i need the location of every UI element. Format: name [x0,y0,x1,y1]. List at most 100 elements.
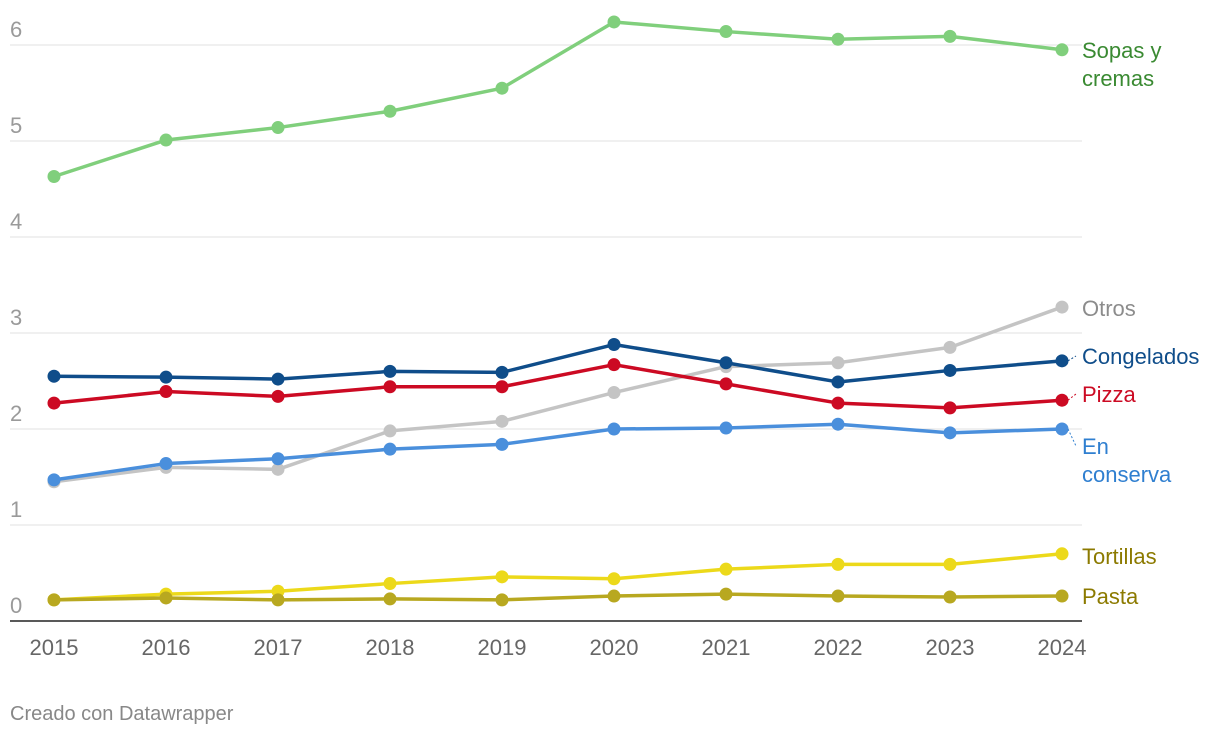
series-line [52,552,1064,602]
data-point [1055,43,1069,57]
data-point [47,369,61,383]
data-point [1055,393,1069,407]
data-point [943,557,957,571]
data-point [1055,354,1069,368]
series-label: En conserva [1082,434,1172,487]
data-point [271,389,285,403]
y-tick-label: 5 [10,113,22,138]
series-label: Pizza [1082,382,1137,407]
y-tick-label: 2 [10,401,22,426]
data-point [271,372,285,386]
x-tick-label: 2022 [814,635,863,660]
data-point [47,170,61,184]
x-tick-label: 2020 [590,635,639,660]
data-point [383,364,397,378]
x-tick-label: 2018 [366,635,415,660]
data-point [719,421,733,435]
series-line [52,342,1064,384]
data-point [831,356,845,370]
label-connector [1067,393,1077,401]
data-point [719,356,733,370]
x-tick-label: 2023 [926,635,975,660]
y-tick-label: 3 [10,305,22,330]
y-tick-label: 4 [10,209,22,234]
data-point [383,442,397,456]
data-point [831,417,845,431]
data-point [943,426,957,440]
data-point [1055,422,1069,436]
data-point [383,380,397,394]
data-point [607,358,621,372]
series-label: Congelados [1082,344,1199,369]
series-label-line: Tortillas [1082,544,1157,569]
series-label-line: Pizza [1082,382,1137,407]
y-tick-label: 0 [10,593,22,618]
data-point [271,452,285,466]
x-tick-label: 2016 [142,635,191,660]
series-group [47,15,1069,607]
data-point [607,15,621,29]
series-line [52,422,1064,482]
label-connector [1067,355,1077,362]
x-tick-label: 2021 [702,635,751,660]
data-point [607,338,621,352]
series-label: Tortillas [1082,544,1157,569]
data-point [1055,589,1069,603]
data-point [47,396,61,410]
data-point [495,414,509,428]
data-point [159,591,173,605]
data-point [271,462,285,476]
x-tick-label: 2015 [30,635,79,660]
data-point [495,81,509,95]
series-label-line: conserva [1082,462,1172,487]
data-point [831,589,845,603]
data-point [831,375,845,389]
data-point [607,572,621,586]
data-point [943,363,957,377]
data-point [495,570,509,584]
data-point [383,424,397,438]
data-point [47,473,61,487]
data-point [831,557,845,571]
data-point [159,385,173,399]
data-point [943,340,957,354]
data-point [159,370,173,384]
data-point [607,386,621,400]
data-point [495,380,509,394]
label-connector [1067,428,1077,447]
data-point [495,365,509,379]
data-point [383,104,397,118]
data-point [383,592,397,606]
data-point [719,587,733,601]
y-axis-ticks: 0 1 2 3 4 5 6 [10,17,22,618]
data-point [719,377,733,391]
data-point [271,121,285,135]
series-label-line: Otros [1082,296,1136,321]
y-tick-label: 1 [10,497,22,522]
series-label-line: cremas [1082,66,1154,91]
series-label: Pasta [1082,584,1139,609]
data-point [943,590,957,604]
series-line [52,592,1064,602]
data-point [607,422,621,436]
data-point [943,401,957,415]
datawrapper-credit: Creado con Datawrapper [10,703,234,725]
x-axis-ticks: 2015 2016 2017 2018 2019 2020 2021 2022 2023 2024 [30,635,1087,660]
data-point [159,133,173,147]
x-tick-label: 2017 [254,635,303,660]
data-point [719,562,733,576]
data-point [719,25,733,39]
series-label: Otros [1082,296,1136,321]
series-line [52,305,1064,484]
y-tick-label: 6 [10,17,22,42]
data-point [495,437,509,451]
data-point [271,593,285,607]
series-label: Sopas y cremas [1082,38,1162,91]
series-line [52,20,1064,179]
data-point [383,577,397,591]
data-point [831,32,845,46]
data-point [47,593,61,607]
x-tick-label: 2024 [1038,635,1087,660]
series-label-line: En [1082,434,1109,459]
